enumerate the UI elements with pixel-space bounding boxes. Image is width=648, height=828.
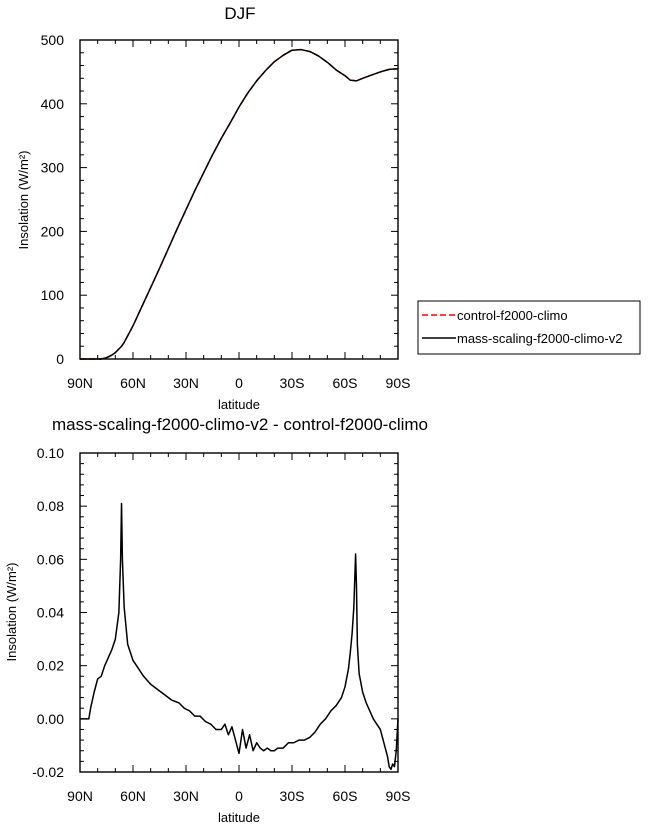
chart-bottom-y-tick-label: 0.04 <box>37 605 64 621</box>
chart-bottom-y-tick-label: -0.02 <box>32 764 64 780</box>
chart-top-y-tick-label: 0 <box>56 351 64 367</box>
chart-bottom: mass-scaling-f2000-climo-v2 - control-f2… <box>4 415 428 825</box>
chart-bottom-ticks: 90N 60N 30N 0 30S 60S 90S -0.02 0.00 0.02 0.04 0.06… <box>32 445 410 804</box>
chart-bottom-title: mass-scaling-f2000-climo-v2 - control-f2… <box>52 415 428 434</box>
chart-bottom-y-tick-label: 0.10 <box>37 445 64 461</box>
chart-bottom-y-tick-label: 0.08 <box>37 498 64 514</box>
legend-box <box>417 300 641 355</box>
chart-top-y-tick-label: 300 <box>41 160 65 176</box>
chart-top-x-tick-label: 60S <box>333 375 358 391</box>
chart-top-x-axis-label: latitude <box>218 397 260 412</box>
chart-top-y-tick-label: 400 <box>41 96 65 112</box>
chart-bottom-x-tick-label: 90S <box>386 788 411 804</box>
chart-top-x-tick-label: 0 <box>235 375 243 391</box>
chart-bottom-x-tick-label: 60S <box>333 788 358 804</box>
legend-label-control: control-f2000-climo <box>457 308 568 323</box>
chart-bottom-plot-frame <box>79 452 399 773</box>
chart-top-y-tick-label: 500 <box>41 32 65 48</box>
chart-top-y-tick-label: 100 <box>41 287 65 303</box>
chart-top: DJF 90N 60N 30N 0 30S 60S 90S0100200300400500 … <box>16 4 641 412</box>
chart-bottom-series-0-line <box>80 502 399 771</box>
chart-bottom-x-axis-label: latitude <box>218 810 260 825</box>
chart-bottom-y-tick-label: 0.02 <box>37 658 64 674</box>
chart-top-x-tick-label: 60N <box>120 375 146 391</box>
chart-top-ticks: 90N 60N 30N 0 30S 60S 90S 0 100 200 300 400 500 <box>41 32 411 391</box>
chart-bottom-series <box>80 502 399 771</box>
chart-top-x-tick-label: 90S <box>386 375 411 391</box>
chart-top-x-tick-label: 30S <box>280 375 305 391</box>
chart-top-series-0-line <box>80 48 399 360</box>
chart-top-title: DJF <box>224 4 255 23</box>
chart-top-y-tick-label: 200 <box>41 223 65 239</box>
chart-bottom-y-axis-label: Insolation (W/m²) <box>4 563 19 662</box>
chart-bottom-x-tick-label: 0 <box>235 788 243 804</box>
chart-bottom-x-tick-label: 30N <box>173 788 199 804</box>
chart-bottom-x-tick-label: 60N <box>120 788 146 804</box>
chart-top-plot-frame <box>79 39 399 360</box>
chart-bottom-y-tick-label: 0.06 <box>37 551 64 567</box>
chart-top-series <box>80 48 399 360</box>
chart-top-x-tick-label: 90N <box>67 375 93 391</box>
chart-top-y-axis-label: Insolation (W/m²) <box>16 151 31 250</box>
chart-top-x-tick-label: 30N <box>173 375 199 391</box>
chart-bottom-x-tick-label: 30S <box>280 788 305 804</box>
legend-label-mass-scaling: mass-scaling-f2000-climo-v2 <box>457 331 622 346</box>
chart-bottom-y-tick-label: 0.00 <box>37 711 64 727</box>
chart-top-legend: control-f2000-climo mass-scaling-f2000-c… <box>417 300 641 355</box>
chart-top-series-1-line <box>80 48 399 360</box>
chart-bottom-x-tick-label: 90N <box>67 788 93 804</box>
